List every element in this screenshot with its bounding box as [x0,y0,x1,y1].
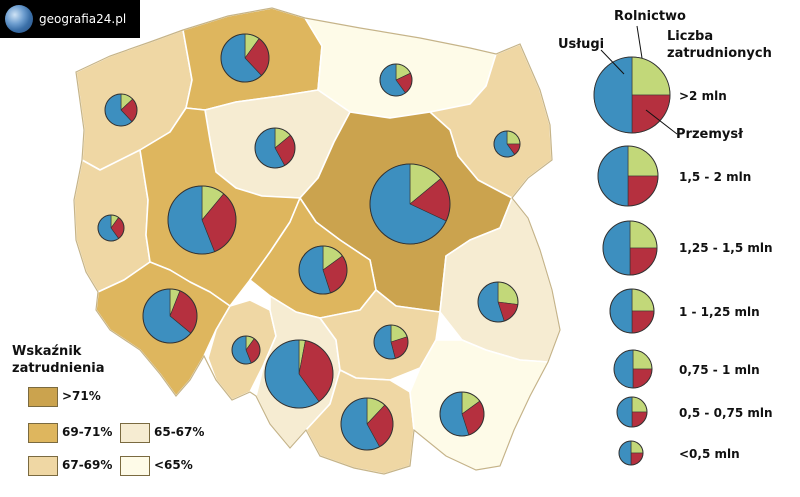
globe-icon [5,5,33,33]
legend-pie-7 [618,440,644,466]
logo-badge: geografia24.pl [0,0,140,38]
size-label-1: >2 mln [679,89,727,103]
pie-opolskie-outline [231,335,261,365]
pie-malopolskie [340,397,394,451]
size-label-6: 0,5 - 0,75 mln [679,406,773,420]
pie-warminsko-mazurskie [379,63,413,97]
employment-legend-title-line1: Wskaźnik [12,344,82,359]
pie-zachodniopomorskie [104,93,138,127]
pie-dolnoslaskie [142,288,198,344]
pie-podlaskie [493,130,521,158]
legend-pie-4 [609,288,655,334]
pies-layer [97,33,521,451]
pie-podlaskie-outline [493,130,521,158]
pie-podkarpackie [439,391,485,437]
pie-slaskie [264,339,334,409]
swatch-2 [28,456,58,476]
swatch-1 [28,423,58,443]
pie-kujawsko-pomorskie [254,127,296,169]
legend-pie-2 [597,145,659,207]
size-label-4: 1 - 1,25 mln [679,305,760,319]
country-outline [73,7,561,475]
size-label-7: <0,5 mln [679,447,740,461]
pie-warminsko-mazurskie-outline [379,63,413,97]
swatch-0 [28,387,58,407]
label-size-title-1: Liczba [667,29,714,44]
pie-lubelskie-outline [477,281,519,323]
pie-zachodniopomorskie-outline [104,93,138,127]
legend-pie-6-outline [616,396,648,428]
swatch-label-3: 65-67% [154,425,205,439]
pie-malopolskie-outline [340,397,394,451]
swatch-label-2: 67-69% [62,458,113,472]
pie-opolskie [231,335,261,365]
pie-lodzkie-outline [298,245,348,295]
swatch-label-4: <65% [154,458,193,472]
legend-pie-1 [593,56,671,134]
pie-lubuskie [97,214,125,242]
label-size-title-2: zatrudnionych [667,46,772,61]
employment-legend-title: Wskaźnik zatrudnienia [12,343,105,377]
legend-pie-5 [613,349,653,389]
pie-swietokrzyskie-outline [373,324,409,360]
pie-wielkopolskie [167,185,237,255]
pie-dolnoslaskie-outline [142,288,198,344]
size-label-2: 1,5 - 2 mln [679,170,752,184]
swatch-3 [120,423,150,443]
swatch-4 [120,456,150,476]
pie-mazowieckie-outline [369,163,451,245]
employment-legend-title-line2: zatrudnienia [12,361,105,376]
pie-slaskie-outline [264,339,334,409]
legend-pie-1-outline [593,56,671,134]
pie-lubelskie [477,281,519,323]
label-rolnictwo: Rolnictwo [614,9,686,24]
pie-lodzkie [298,245,348,295]
pie-pomorskie [220,33,270,83]
size-label-5: 0,75 - 1 mln [679,363,760,377]
pie-pomorskie-outline [220,33,270,83]
legend-pie-3-outline [602,220,658,276]
pie-mazowieckie [369,163,451,245]
pie-podkarpackie-outline [439,391,485,437]
pie-swietokrzyskie [373,324,409,360]
label-uslugi: Usługi [558,37,605,52]
label-przemysl: Przemysł [676,127,743,142]
legend-pie-7-outline [618,440,644,466]
size-label-3: 1,25 - 1,5 mln [679,241,773,255]
pie-kujawsko-pomorskie-outline [254,127,296,169]
swatch-label-1: 69-71% [62,425,113,439]
pie-lubuskie-outline [97,214,125,242]
legend-pies-layer [593,56,671,466]
legend-pie-2-outline [597,145,659,207]
legend-pie-5-outline [613,349,653,389]
pie-wielkopolskie-outline [167,185,237,255]
legend-pie-6 [616,396,648,428]
swatch-label-0: >71% [62,389,101,403]
legend-pie-3 [602,220,658,276]
logo-text: geografia24.pl [39,12,127,26]
legend-pie-4-outline [609,288,655,334]
